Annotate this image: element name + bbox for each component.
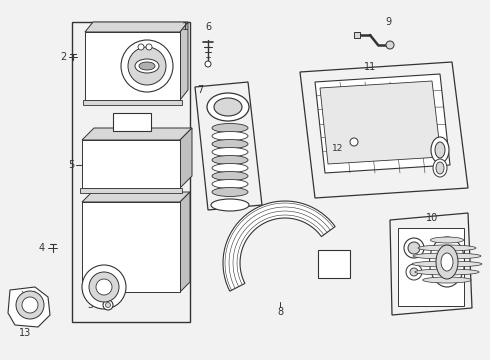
Polygon shape — [315, 74, 450, 173]
Circle shape — [205, 61, 211, 67]
Text: 6: 6 — [205, 22, 211, 32]
Text: 10: 10 — [426, 213, 438, 223]
Ellipse shape — [212, 171, 248, 180]
Circle shape — [96, 279, 112, 295]
Ellipse shape — [435, 142, 445, 158]
Circle shape — [16, 291, 44, 319]
Bar — [83, 100, 182, 105]
Bar — [82, 202, 180, 292]
Circle shape — [404, 238, 424, 258]
Circle shape — [350, 138, 358, 146]
Polygon shape — [300, 62, 468, 198]
Ellipse shape — [436, 162, 444, 174]
Polygon shape — [180, 192, 190, 292]
Circle shape — [22, 297, 38, 313]
Polygon shape — [390, 213, 472, 315]
Ellipse shape — [212, 123, 248, 132]
Text: 3: 3 — [87, 300, 93, 310]
Ellipse shape — [139, 62, 155, 70]
Ellipse shape — [423, 277, 471, 283]
Circle shape — [408, 242, 420, 254]
Circle shape — [406, 264, 422, 280]
Bar — [82, 140, 180, 188]
Ellipse shape — [212, 163, 248, 172]
Ellipse shape — [436, 245, 458, 279]
Text: 12: 12 — [332, 144, 343, 153]
Text: 9: 9 — [385, 17, 391, 27]
Ellipse shape — [212, 188, 248, 197]
Circle shape — [105, 302, 111, 307]
Text: 7: 7 — [197, 85, 203, 95]
Text: 8: 8 — [277, 307, 283, 317]
Circle shape — [410, 268, 418, 276]
Ellipse shape — [433, 159, 447, 177]
Bar — [318, 250, 350, 278]
Ellipse shape — [212, 148, 248, 157]
Ellipse shape — [431, 137, 449, 163]
Bar — [398, 228, 464, 306]
Circle shape — [103, 300, 113, 310]
Circle shape — [128, 47, 166, 85]
Ellipse shape — [441, 253, 453, 271]
Polygon shape — [8, 287, 50, 327]
Polygon shape — [180, 22, 188, 100]
Polygon shape — [180, 128, 192, 188]
Circle shape — [386, 41, 394, 49]
Text: 11: 11 — [364, 62, 376, 72]
Ellipse shape — [135, 59, 159, 73]
Bar — [113, 113, 151, 131]
Text: 4: 4 — [39, 243, 45, 253]
Polygon shape — [82, 128, 192, 140]
Ellipse shape — [214, 98, 242, 116]
Bar — [354, 32, 360, 38]
Polygon shape — [85, 22, 188, 32]
Ellipse shape — [212, 180, 248, 189]
Polygon shape — [223, 201, 335, 291]
Bar — [85, 32, 180, 100]
Ellipse shape — [413, 253, 481, 259]
Text: 2: 2 — [60, 52, 66, 62]
Text: 1: 1 — [181, 22, 189, 32]
Ellipse shape — [430, 237, 464, 243]
Circle shape — [146, 44, 152, 50]
Ellipse shape — [207, 93, 249, 121]
Ellipse shape — [412, 261, 482, 267]
Ellipse shape — [212, 156, 248, 165]
Circle shape — [82, 265, 126, 309]
Ellipse shape — [415, 269, 479, 275]
Ellipse shape — [212, 131, 248, 140]
Circle shape — [121, 40, 173, 92]
Ellipse shape — [211, 199, 249, 211]
Text: 13: 13 — [19, 328, 31, 338]
Polygon shape — [320, 81, 441, 164]
Polygon shape — [82, 192, 190, 202]
Circle shape — [89, 272, 119, 302]
Ellipse shape — [430, 237, 465, 287]
Ellipse shape — [212, 140, 248, 149]
Bar — [80, 188, 182, 193]
Ellipse shape — [418, 245, 476, 251]
Bar — [72, 22, 190, 322]
Circle shape — [138, 44, 144, 50]
Polygon shape — [195, 82, 262, 210]
Text: 5: 5 — [68, 160, 74, 170]
